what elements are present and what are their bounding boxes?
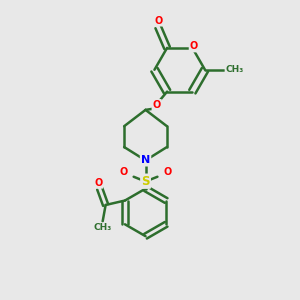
Text: CH₃: CH₃ xyxy=(226,65,244,74)
Text: O: O xyxy=(94,178,102,188)
Text: N: N xyxy=(141,155,150,165)
Text: CH₃: CH₃ xyxy=(94,224,112,232)
Text: O: O xyxy=(163,167,171,177)
Text: O: O xyxy=(154,16,162,26)
Text: O: O xyxy=(153,100,161,110)
Text: S: S xyxy=(141,175,150,188)
Text: O: O xyxy=(120,167,128,177)
Text: O: O xyxy=(190,41,198,51)
